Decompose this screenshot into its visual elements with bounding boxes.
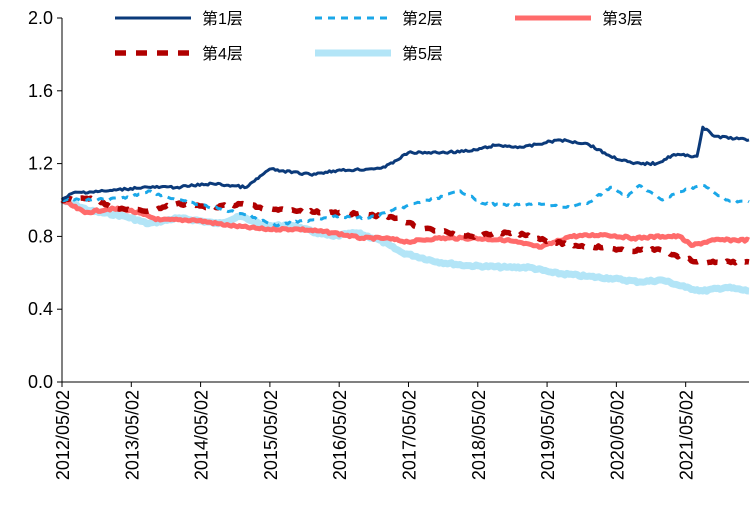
series-line-4 <box>61 195 750 266</box>
x-tick-label: 2019/05/02 <box>538 390 558 480</box>
y-tick-label: 1.2 <box>28 154 53 174</box>
series-line-2 <box>61 183 750 228</box>
series-layer <box>60 125 751 295</box>
y-ticks: 0.0 0.4 0.8 1.2 1.6 2.0 <box>28 8 62 392</box>
legend-label-5: 第5层 <box>402 45 443 63</box>
x-tick-label: 2020/05/02 <box>607 390 627 480</box>
y-tick-label: 0.4 <box>28 299 53 319</box>
legend-label-4: 第4层 <box>202 45 243 63</box>
y-tick-label: 2.0 <box>28 8 53 28</box>
x-tick-label: 2012/05/02 <box>53 390 73 480</box>
x-tick-label: 2015/05/02 <box>261 390 281 480</box>
y-tick-label: 0.0 <box>28 372 53 392</box>
series-line-5 <box>60 196 751 295</box>
y-tick-label: 1.6 <box>28 81 53 101</box>
legend-label-2: 第2层 <box>402 10 443 28</box>
legend-label-3: 第3层 <box>602 10 643 28</box>
x-tick-label: 2013/05/02 <box>122 390 142 480</box>
x-tick-label: 2016/05/02 <box>330 390 350 480</box>
series-line-1 <box>60 125 750 202</box>
series-line-3 <box>60 197 751 250</box>
x-tick-label: 2017/05/02 <box>399 390 419 480</box>
x-tick-label: 2018/05/02 <box>469 390 489 480</box>
x-tick-label: 2014/05/02 <box>192 390 212 480</box>
x-ticks: 2012/05/02 2013/05/02 2014/05/02 2015/05/02… <box>53 382 697 480</box>
axes <box>61 18 749 383</box>
legend-label-1: 第1层 <box>202 10 243 28</box>
x-tick-label: 2021/05/02 <box>677 390 697 480</box>
y-tick-label: 0.8 <box>28 226 53 246</box>
